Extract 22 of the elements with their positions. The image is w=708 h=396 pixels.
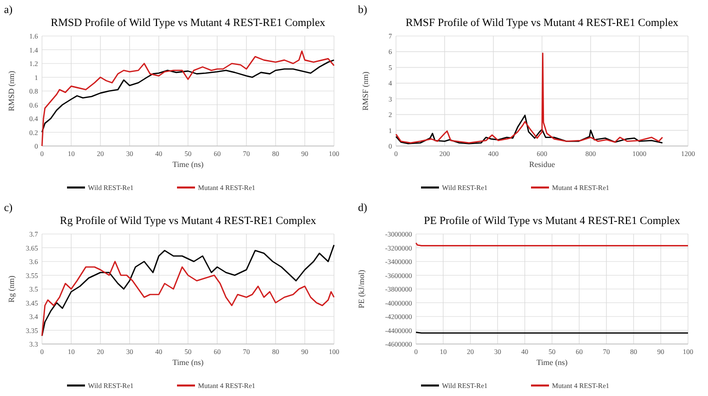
line-series <box>41 260 335 336</box>
y-axis-title: Rg (nm) <box>7 275 16 302</box>
chart-title: PE Profile of Wild Type vs Mutant 4 REST-RE1 Complex <box>424 215 681 227</box>
text: c) <box>4 202 13 214</box>
chart-title: Rg Profile of Wild Type vs Mutant 4 REST-RE1 Complex <box>60 215 317 227</box>
text: d) <box>358 202 368 214</box>
x-axis-title: Time (ns) <box>172 160 204 169</box>
line-series <box>41 59 335 133</box>
x-axis-title: Time (ns) <box>172 358 204 367</box>
line-series <box>395 52 664 144</box>
line-series <box>395 114 664 144</box>
text: b) <box>358 4 368 16</box>
chart-title: RMSD Profile of Wild Type vs Mutant 4 REST-RE1 Complex <box>50 17 326 29</box>
x-axis-title: Time (ns) <box>536 358 568 367</box>
line-series <box>41 244 335 336</box>
chart-title: RMSF Profile of Wild Type vs Mutant 4 REST-RE1 Complex <box>406 17 679 29</box>
x-axis-title: Residue <box>529 160 556 169</box>
y-axis-title: PE (kJ/mol) <box>357 269 366 308</box>
line-series <box>41 50 335 147</box>
text: a) <box>4 4 13 16</box>
y-axis-title: RMSD (nm) <box>7 70 16 112</box>
y-axis-title: RMSF (nm) <box>361 71 370 110</box>
